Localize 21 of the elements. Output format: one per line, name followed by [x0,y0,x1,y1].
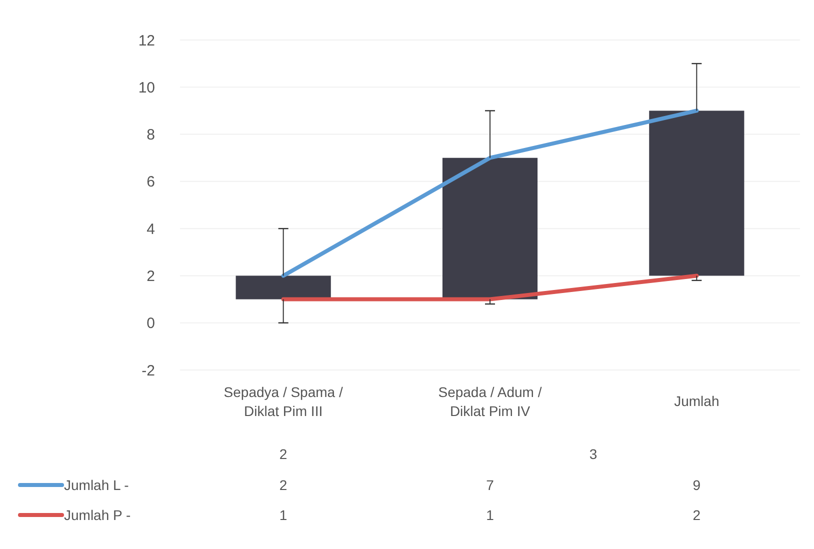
data-label: 7 [486,477,494,493]
y-tick-label: -2 [142,362,155,380]
data-label: 9 [692,477,701,493]
legend-label: Jumlah L - [64,477,130,493]
x-tick-label: Sepadya / Spama / Diklat Pim III [224,384,343,419]
data-label: 2 [692,507,701,523]
text: 2 [279,446,288,462]
data-label: 1 [486,507,494,523]
text: 3 [589,446,598,462]
x-tick-label: Sepada / Adum / Diklat Pim IV [438,384,542,419]
y-tick-label: 10 [138,79,155,96]
legend-label: Jumlah P - [64,507,131,523]
y-tick-label: 6 [146,174,155,191]
y-tick-label: 12 [138,32,155,50]
y-tick-label: 4 [146,220,155,238]
data-label: 2 [279,477,288,493]
y-tick-label: 0 [146,315,155,332]
data-label: 1 [279,507,288,523]
x-tick-label: Jumlah [674,393,720,409]
y-tick-label: 2 [146,268,155,285]
y-tick-label: 8 [146,126,155,144]
